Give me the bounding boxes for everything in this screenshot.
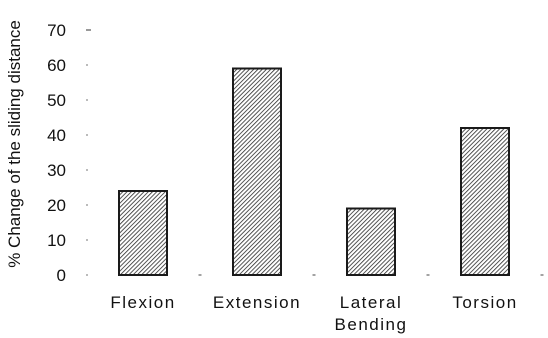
bars — [118, 67, 510, 276]
y-tick-label: 70 — [47, 21, 66, 40]
y-tick-label: 10 — [47, 231, 66, 250]
x-tick-label: Torsion — [452, 293, 517, 312]
y-axis-label: % Change of the sliding distance — [5, 20, 24, 268]
x-tick-label: Lateral Bending — [335, 293, 408, 334]
y-tick-label: 0 — [57, 266, 66, 285]
bar — [232, 67, 282, 276]
bar — [118, 190, 168, 276]
y-tick-label: 50 — [47, 91, 66, 110]
x-tick-label-line: Flexion — [110, 293, 175, 312]
category-labels: Flexion Extension Lateral Bending Torsion — [110, 293, 517, 334]
y-tick-label: 40 — [47, 126, 66, 145]
x-tick-label-line: Bending — [335, 315, 408, 334]
y-axis: 0 10 20 30 40 50 60 70 — [47, 21, 91, 285]
x-tick-label-line: Torsion — [452, 293, 517, 312]
x-tick-label: Flexion — [110, 293, 175, 312]
bar — [346, 207, 396, 276]
bar — [460, 127, 510, 276]
y-tick-label: 30 — [47, 161, 66, 180]
y-tick-label: 60 — [47, 56, 66, 75]
x-tick-label-line: Extension — [213, 293, 301, 312]
x-tick-label-line: Lateral — [340, 293, 402, 312]
x-tick-label: Extension — [213, 293, 301, 312]
y-tick-label: 20 — [47, 196, 66, 215]
